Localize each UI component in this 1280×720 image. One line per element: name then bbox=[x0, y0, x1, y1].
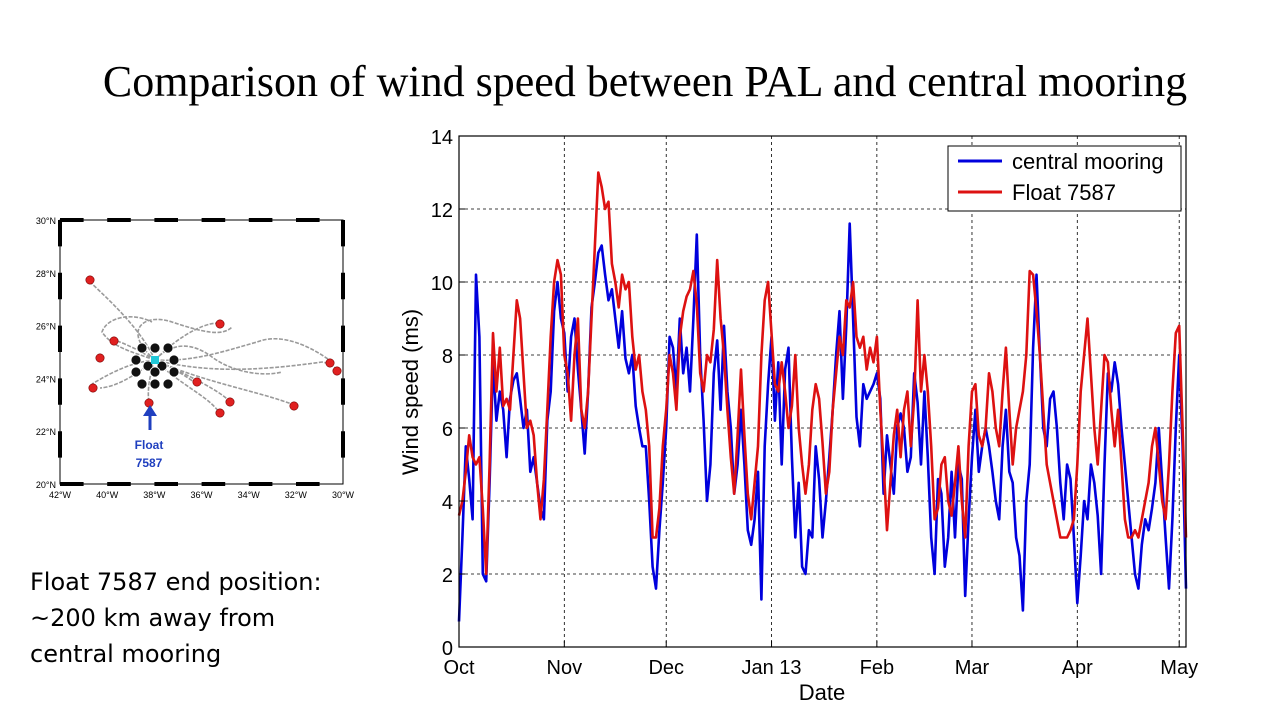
float-end-marker bbox=[332, 366, 342, 376]
chart-legend: central mooring Float 7587 bbox=[947, 145, 1182, 212]
series-line-float-7587 bbox=[457, 171, 1188, 576]
y-tick-label: 10 bbox=[431, 273, 453, 295]
mooring-marker bbox=[136, 342, 148, 354]
mooring-marker bbox=[149, 366, 161, 378]
y-tick-label: 4 bbox=[442, 492, 453, 514]
y-axis-ticks: 0 2 4 6 8 10 12 14 bbox=[431, 127, 465, 660]
map-lat-label: 24°N bbox=[36, 374, 56, 384]
mooring-marker bbox=[162, 342, 174, 354]
float-end-marker bbox=[225, 397, 235, 407]
x-axis-ticks: Oct Nov Dec Jan 13 Feb Mar Apr May bbox=[443, 641, 1198, 679]
float-track bbox=[154, 359, 338, 373]
y-tick-label: 12 bbox=[431, 200, 453, 222]
y-tick-label: 8 bbox=[442, 346, 453, 368]
float-end-note: Float 7587 end position: ~200 km away fr… bbox=[30, 564, 360, 672]
mooring-marker bbox=[149, 342, 161, 354]
float-end-marker bbox=[325, 358, 335, 368]
x-tick-label: May bbox=[1160, 657, 1198, 679]
float-end-marker bbox=[215, 408, 225, 418]
map-longitude-labels: 42°W 40°W 38°W 36°W 34°W 32°W 30°W bbox=[49, 490, 355, 500]
float-end-marker bbox=[85, 275, 95, 285]
float-end-marker bbox=[109, 336, 119, 346]
float-7587-arrow-icon bbox=[143, 405, 157, 430]
float-end-marker bbox=[95, 353, 105, 363]
map-lat-label: 28°N bbox=[36, 269, 56, 279]
float-track bbox=[137, 318, 233, 361]
mooring-marker bbox=[149, 378, 161, 390]
x-axis-label: Date bbox=[799, 680, 845, 705]
y-tick-label: 0 bbox=[442, 638, 453, 660]
float-end-marker bbox=[215, 319, 225, 329]
mooring-marker bbox=[162, 378, 174, 390]
x-tick-label: Oct bbox=[443, 657, 475, 679]
map-frame bbox=[58, 218, 345, 486]
y-tick-label: 14 bbox=[431, 127, 453, 149]
map-lat-label: 22°N bbox=[36, 427, 56, 437]
float-end-positions bbox=[85, 275, 342, 418]
y-tick-label: 2 bbox=[442, 565, 453, 587]
float-label-line1: Float bbox=[135, 438, 164, 452]
map-lon-label: 36°W bbox=[190, 490, 213, 500]
mooring-marker bbox=[130, 354, 142, 366]
trajectory-map: 30°N 28°N 26°N 24°N 22°N 20°N 42°W 40°W 38°W 36°… bbox=[36, 216, 355, 500]
float-end-marker bbox=[192, 377, 202, 387]
float-track bbox=[89, 281, 156, 361]
chart-series bbox=[457, 171, 1188, 622]
y-tick-label: 6 bbox=[442, 419, 453, 441]
float-end-marker bbox=[88, 383, 98, 393]
x-tick-label: Apr bbox=[1062, 657, 1093, 679]
x-tick-label: Dec bbox=[648, 657, 684, 679]
mooring-marker bbox=[156, 360, 168, 372]
x-tick-label: Feb bbox=[860, 657, 894, 679]
float-track bbox=[154, 359, 195, 383]
series-line-central-mooring bbox=[457, 222, 1188, 622]
plot-frame bbox=[458, 135, 1187, 648]
map-lon-label: 32°W bbox=[285, 490, 308, 500]
x-tick-label: Jan 13 bbox=[742, 657, 802, 679]
note-line: Float 7587 end position: bbox=[30, 568, 322, 596]
map-lat-label: 20°N bbox=[36, 480, 56, 490]
map-latitude-labels: 30°N 28°N 26°N 24°N 22°N 20°N bbox=[36, 216, 56, 490]
float-end-marker bbox=[289, 401, 299, 411]
mooring-array bbox=[130, 342, 180, 390]
x-tick-label: Nov bbox=[547, 657, 583, 679]
map-lon-label: 42°W bbox=[49, 490, 72, 500]
central-mooring-marker bbox=[151, 356, 159, 364]
map-lon-label: 40°W bbox=[96, 490, 119, 500]
float-track bbox=[101, 316, 156, 361]
mooring-marker bbox=[168, 354, 180, 366]
note-line: central mooring bbox=[30, 640, 222, 668]
map-lon-label: 30°W bbox=[332, 490, 355, 500]
float-label-line2: 7587 bbox=[136, 456, 163, 470]
map-lat-label: 30°N bbox=[36, 216, 56, 226]
note-line: ~200 km away from bbox=[30, 604, 276, 632]
mooring-marker bbox=[168, 366, 180, 378]
legend-box bbox=[947, 145, 1182, 212]
legend-label: central mooring bbox=[1012, 149, 1164, 174]
float-track bbox=[154, 338, 333, 363]
map-lon-label: 34°W bbox=[238, 490, 261, 500]
mooring-marker bbox=[136, 378, 148, 390]
mooring-marker bbox=[142, 360, 154, 372]
x-tick-label: Mar bbox=[955, 657, 990, 679]
mooring-marker bbox=[130, 366, 142, 378]
map-lon-label: 38°W bbox=[143, 490, 166, 500]
y-axis-label: Wind speed (ms) bbox=[398, 309, 423, 475]
slide-title: Comparison of wind speed between PAL and… bbox=[102, 57, 1188, 106]
legend-label: Float 7587 bbox=[1012, 180, 1116, 205]
map-lat-label: 26°N bbox=[36, 322, 56, 332]
